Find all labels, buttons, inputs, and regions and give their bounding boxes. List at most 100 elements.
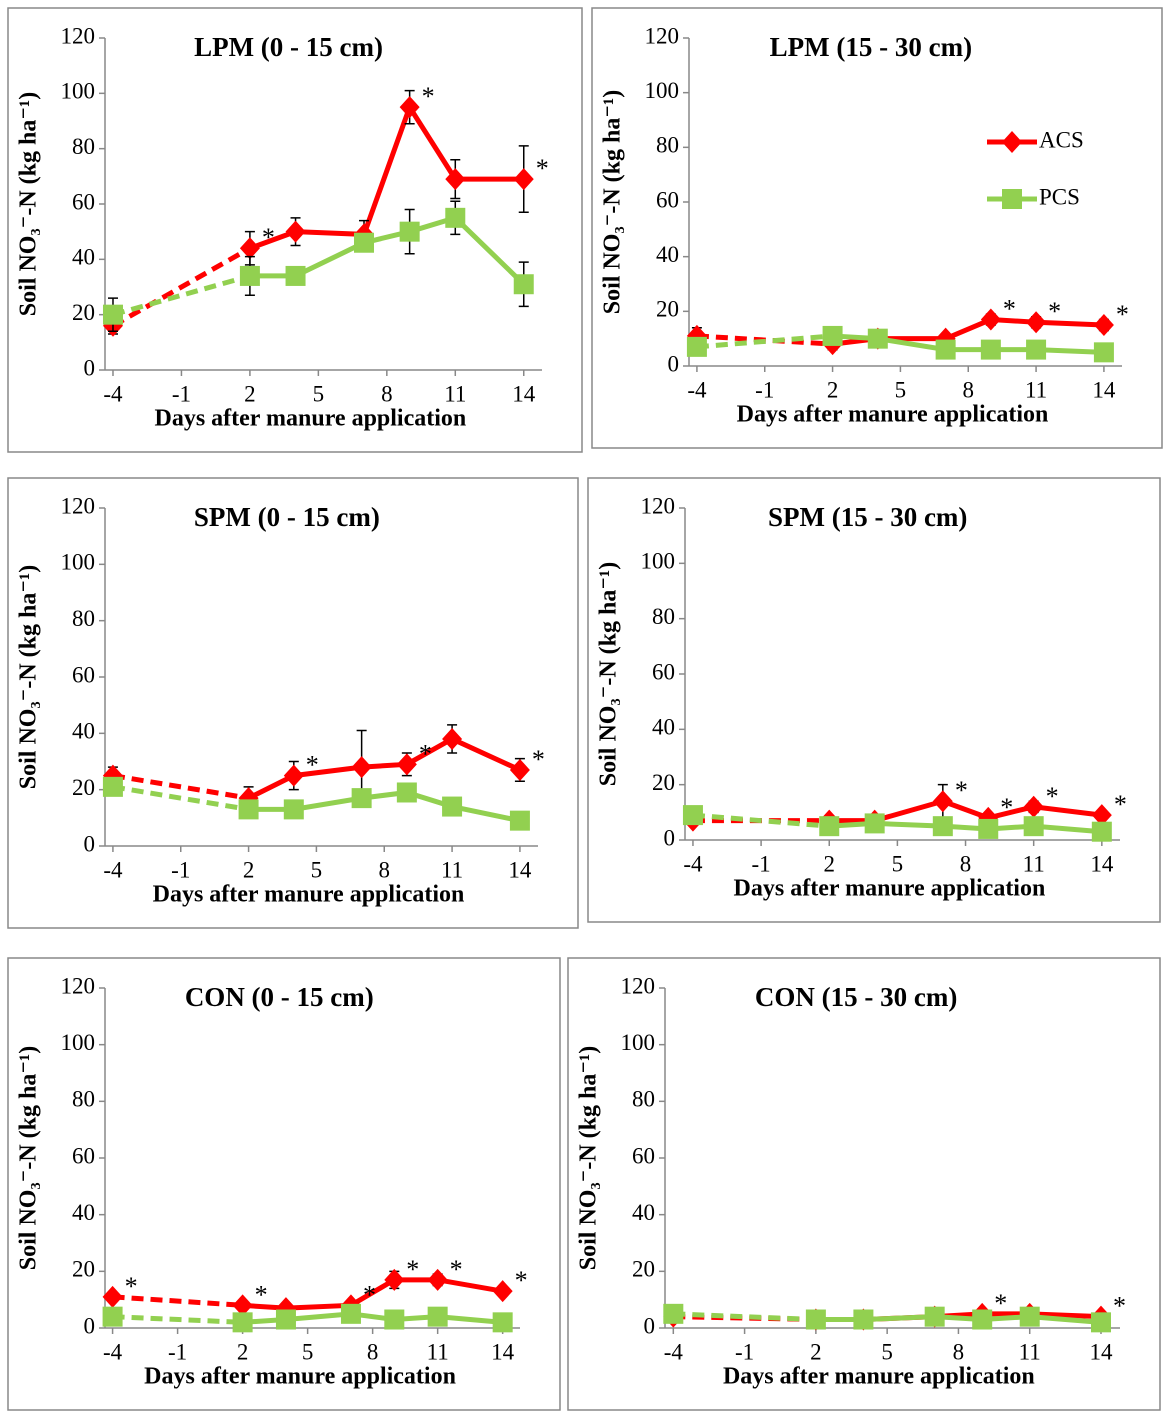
significance-mark: * — [536, 154, 549, 183]
marker — [102, 1285, 123, 1308]
significance-mark: * — [255, 1280, 268, 1309]
x-tick-label: 14 — [491, 1339, 515, 1364]
y-tick-label: 80 — [632, 1087, 655, 1112]
x-tick-label: -4 — [103, 381, 123, 406]
significance-mark: * — [419, 739, 432, 768]
marker — [102, 304, 123, 325]
y-axis-label: Soil NO₃⁻-N (kg ha⁻¹) — [16, 565, 42, 789]
y-tick-label: 0 — [84, 831, 96, 856]
y-tick-label: 0 — [664, 825, 676, 850]
marker — [1023, 816, 1044, 837]
y-tick-label: 100 — [61, 79, 96, 104]
marker — [932, 816, 953, 837]
y-tick-label: 100 — [641, 549, 676, 574]
x-axis-label: Days after manure application — [734, 876, 1046, 902]
y-tick-label: 80 — [72, 606, 95, 631]
marker — [509, 810, 530, 831]
y-tick-label: 100 — [61, 550, 96, 575]
marker — [396, 753, 417, 776]
marker — [396, 782, 417, 803]
x-tick-label: 11 — [441, 857, 463, 882]
marker — [513, 274, 534, 295]
chart-title: CON (0 - 15 cm) — [185, 982, 374, 1012]
y-tick-label: 80 — [72, 1087, 95, 1112]
marker — [351, 788, 372, 809]
marker — [513, 168, 534, 191]
marker — [819, 816, 840, 837]
marker — [1091, 804, 1112, 827]
y-tick-label: 80 — [72, 134, 95, 159]
x-tick-label: -1 — [171, 857, 190, 882]
significance-mark: * — [1003, 295, 1016, 324]
marker — [1026, 311, 1047, 334]
marker — [978, 818, 999, 839]
x-tick-label: 11 — [427, 1339, 449, 1364]
line — [247, 736, 521, 801]
marker — [399, 221, 420, 242]
y-tick-label: 40 — [656, 242, 679, 267]
significance-mark: * — [1114, 790, 1127, 819]
y-tick-label: 60 — [632, 1143, 655, 1168]
x-tick-label: -4 — [687, 377, 707, 402]
x-tick-label: 8 — [953, 1339, 965, 1364]
significance-mark: * — [1113, 1292, 1126, 1321]
x-tick-label: -4 — [103, 857, 123, 882]
x-tick-label: 8 — [378, 857, 390, 882]
x-tick-label: 8 — [367, 1339, 379, 1364]
marker — [1023, 795, 1044, 818]
marker — [980, 339, 1001, 360]
y-tick-label: 60 — [652, 659, 675, 684]
x-tick-label: -4 — [103, 1339, 123, 1364]
significance-mark: * — [994, 1289, 1007, 1318]
significance-mark: * — [306, 751, 319, 780]
significance-mark: * — [955, 776, 968, 805]
y-tick-label: 40 — [652, 715, 675, 740]
x-tick-label: -1 — [172, 381, 191, 406]
x-tick-label: 2 — [827, 377, 839, 402]
panel-border — [591, 7, 1163, 449]
panel-border — [567, 957, 1161, 1411]
marker — [935, 339, 956, 360]
panel-border — [587, 477, 1161, 923]
marker — [932, 790, 953, 813]
line-dashed — [696, 333, 833, 350]
y-tick-label: 40 — [72, 719, 95, 744]
marker — [509, 758, 530, 781]
x-tick-label: 8 — [960, 851, 972, 876]
x-tick-label: 11 — [1019, 1339, 1041, 1364]
x-tick-label: 14 — [1092, 377, 1116, 402]
marker — [445, 168, 466, 191]
x-tick-label: -1 — [168, 1339, 187, 1364]
x-tick-label: 2 — [237, 1339, 249, 1364]
x-tick-label: 5 — [313, 381, 325, 406]
chart-title: LPM (0 - 15 cm) — [194, 32, 383, 62]
marker — [384, 1268, 405, 1291]
marker — [275, 1309, 296, 1330]
y-tick-label: 40 — [72, 245, 95, 270]
significance-mark: * — [1000, 793, 1013, 822]
x-tick-label: 11 — [1023, 851, 1045, 876]
y-tick-label: 0 — [668, 351, 680, 376]
y-tick-label: 60 — [656, 187, 679, 212]
x-tick-label: 2 — [243, 857, 255, 882]
marker — [232, 1294, 253, 1317]
x-tick-label: 5 — [311, 857, 323, 882]
chart-title: SPM (0 - 15 cm) — [194, 502, 380, 532]
line-dashed — [112, 773, 249, 801]
legend-label: PCS — [1039, 184, 1080, 209]
y-tick-label: 60 — [72, 662, 95, 687]
line-dashed — [112, 273, 251, 318]
marker — [1026, 339, 1047, 360]
x-tick-label: -1 — [752, 851, 771, 876]
marker — [663, 1303, 684, 1324]
marker — [492, 1312, 513, 1333]
marker — [285, 265, 306, 286]
marker — [853, 1309, 874, 1330]
marker — [442, 727, 463, 750]
significance-mark: * — [125, 1272, 138, 1301]
significance-mark: * — [1116, 300, 1129, 329]
x-axis-label: Days after manure application — [144, 1364, 456, 1390]
x-tick-label: -1 — [735, 1339, 754, 1364]
y-tick-label: 20 — [72, 300, 95, 325]
